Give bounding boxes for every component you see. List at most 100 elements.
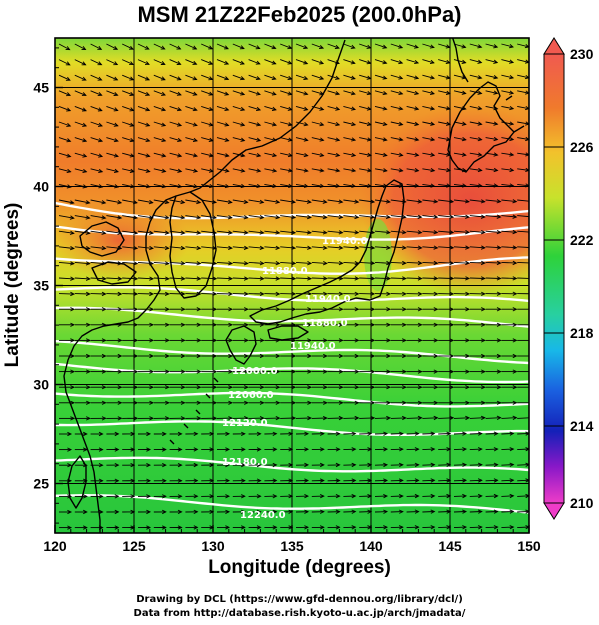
- wind-vector-head: [275, 245, 281, 251]
- wind-vector: [169, 137, 182, 142]
- wind-vector-head: [525, 525, 529, 530]
- wind-vector: [137, 215, 153, 219]
- wind-vector: [185, 199, 201, 204]
- wind-vector: [280, 277, 296, 280]
- wind-vector: [295, 277, 312, 280]
- wind-vector-head: [161, 168, 167, 173]
- wind-vector-head: [209, 447, 215, 452]
- wind-vector-head: [386, 338, 392, 343]
- wind-vector: [359, 277, 375, 280]
- wind-vector: [185, 90, 197, 96]
- wind-vector-head: [414, 462, 420, 468]
- contour-label: 11880.0: [302, 318, 348, 329]
- wind-vector: [185, 261, 201, 264]
- wind-vector-head: [97, 76, 103, 81]
- wind-vector-head: [496, 260, 502, 266]
- wind-vector-head: [144, 61, 150, 66]
- wind-vector-head: [196, 291, 202, 297]
- wind-vector-head: [291, 230, 297, 235]
- wind-vector-head: [445, 137, 452, 142]
- wind-vector: [169, 121, 182, 127]
- wind-vector: [90, 183, 103, 188]
- wind-vector-head: [196, 199, 202, 205]
- coast-kuril: [505, 95, 525, 133]
- wind-vector-head: [401, 276, 407, 281]
- wind-vector-head: [370, 214, 376, 220]
- wind-vector-head: [449, 230, 455, 235]
- wind-vector: [438, 261, 454, 264]
- wind-vector-head: [402, 369, 407, 374]
- wind-vector-head: [480, 230, 486, 235]
- wind-vector-head: [117, 307, 123, 312]
- wind-vector: [311, 121, 324, 126]
- wind-vector-head: [81, 61, 87, 66]
- wind-vector-head: [433, 338, 439, 343]
- wind-vector: [453, 417, 470, 419]
- wind-vector: [453, 261, 470, 264]
- wind-vector: [422, 417, 438, 419]
- wind-vector: [137, 74, 150, 81]
- wind-vector-head: [117, 261, 123, 266]
- wind-vector: [359, 74, 371, 80]
- wind-vector-head: [414, 75, 420, 80]
- wind-vector: [264, 230, 280, 234]
- wind-vector-head: [133, 261, 139, 266]
- wind-vector-head: [177, 168, 183, 173]
- wind-vector: [359, 199, 375, 203]
- wind-vector: [201, 230, 217, 234]
- wind-vector: [517, 74, 529, 79]
- wind-vector-head: [70, 307, 76, 312]
- wind-vector-head: [224, 106, 230, 112]
- wind-vector: [406, 215, 422, 218]
- wind-vector: [264, 43, 276, 49]
- wind-vector-head: [366, 44, 372, 49]
- wind-vector: [406, 121, 419, 126]
- wind-vector-head: [177, 122, 183, 127]
- wind-vector-head: [370, 353, 376, 359]
- wind-vector-head: [240, 76, 246, 81]
- wind-vector-head: [509, 44, 514, 49]
- wind-vector: [74, 90, 87, 96]
- wind-vector: [422, 495, 435, 497]
- wind-vector: [169, 277, 185, 280]
- wind-vector-head: [433, 400, 439, 405]
- wind-vector-head: [65, 76, 71, 81]
- wind-vector-head: [417, 291, 423, 297]
- wind-vector-head: [133, 230, 139, 235]
- wind-vector-head: [350, 75, 356, 80]
- wind-vector-head: [161, 153, 167, 158]
- wind-vector: [406, 199, 422, 203]
- wind-vector: [153, 152, 166, 157]
- wind-vector-head: [224, 183, 230, 189]
- wind-vector: [327, 74, 340, 80]
- wind-vector-head: [133, 385, 139, 390]
- wind-vector: [422, 105, 435, 110]
- wind-vector-head: [417, 322, 423, 327]
- wind-vector-head: [244, 400, 249, 405]
- wind-vector: [469, 137, 482, 141]
- wind-vector-head: [398, 431, 404, 436]
- wind-vector-head: [224, 76, 230, 81]
- wind-vector-head: [417, 369, 423, 374]
- wind-vector-head: [401, 415, 407, 421]
- wind-vector-head: [319, 152, 325, 158]
- wind-vector-head: [512, 291, 518, 296]
- wind-vector-head: [113, 153, 120, 158]
- wind-vector-head: [228, 369, 234, 374]
- wind-vector: [359, 121, 372, 126]
- wind-vector-head: [145, 137, 151, 143]
- wind-vector-head: [304, 462, 310, 468]
- wind-vector-head: [165, 338, 170, 343]
- wind-vector: [137, 261, 154, 265]
- wind-vector-head: [275, 369, 281, 374]
- wind-vector-head: [133, 276, 139, 281]
- wind-vector-head: [275, 230, 281, 235]
- wind-vector-head: [129, 168, 135, 173]
- wind-vector-head: [354, 415, 360, 421]
- wind-vector-head: [303, 122, 309, 127]
- wind-vector-head: [319, 75, 325, 80]
- x-axis-label: Longitude (degrees): [208, 557, 391, 578]
- wind-vector-head: [449, 214, 455, 219]
- wind-vector-head: [496, 199, 502, 204]
- wind-vector: [517, 121, 529, 125]
